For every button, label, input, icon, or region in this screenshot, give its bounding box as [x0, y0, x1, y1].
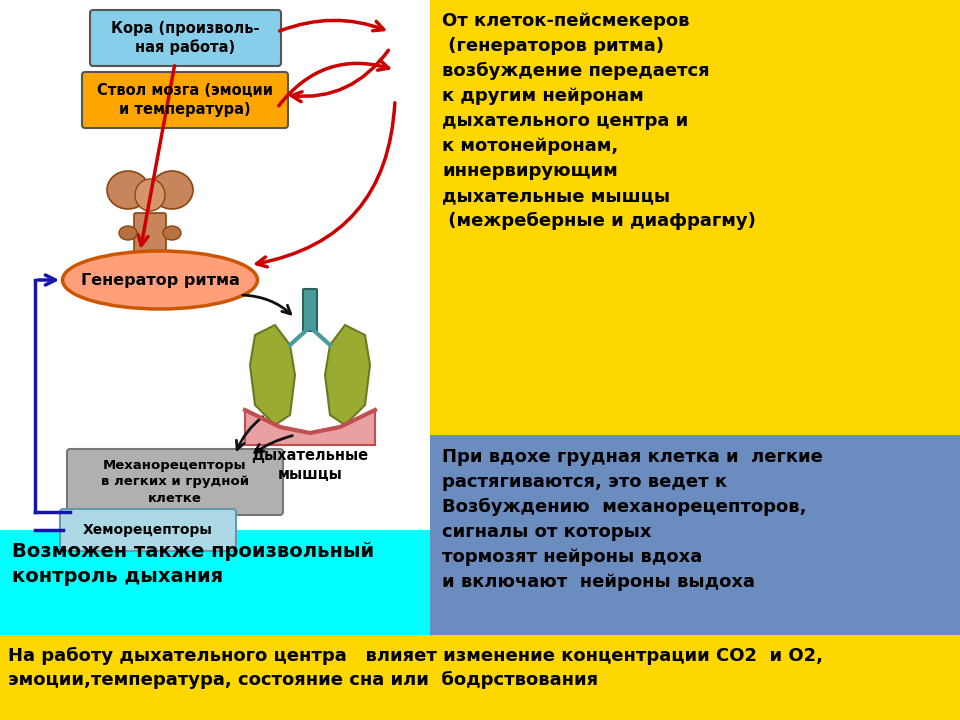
Text: Механорецепторы
в легких и грудной
клетке: Механорецепторы в легких и грудной клетк…: [101, 459, 249, 505]
FancyBboxPatch shape: [90, 10, 281, 66]
Text: Хеморецепторы: Хеморецепторы: [84, 523, 213, 537]
FancyBboxPatch shape: [82, 72, 288, 128]
Ellipse shape: [119, 226, 137, 240]
Text: Ствол мозга (эмоции
и температура): Ствол мозга (эмоции и температура): [97, 84, 273, 117]
Polygon shape: [250, 325, 295, 425]
Text: Генератор ритма: Генератор ритма: [81, 272, 239, 287]
FancyBboxPatch shape: [430, 435, 960, 635]
Ellipse shape: [62, 251, 257, 309]
Text: При вдохе грудная клетка и  легкие
растягиваются, это ведет к
Возбуждению  механ: При вдохе грудная клетка и легкие растяг…: [442, 448, 823, 591]
FancyBboxPatch shape: [134, 213, 166, 267]
Ellipse shape: [135, 179, 165, 211]
Text: На работу дыхательного центра   влияет изменение концентрации СО2  и О2,
эмоции,: На работу дыхательного центра влияет изм…: [8, 647, 823, 689]
Text: От клеток-пейсмекеров
 (генераторов ритма)
возбуждение передается
к другим нейро: От клеток-пейсмекеров (генераторов ритма…: [442, 12, 756, 230]
Ellipse shape: [107, 171, 149, 209]
FancyBboxPatch shape: [430, 0, 960, 435]
Text: Возможен также произвольный
контроль дыхания: Возможен также произвольный контроль дых…: [12, 542, 374, 586]
FancyBboxPatch shape: [0, 635, 960, 720]
FancyBboxPatch shape: [303, 289, 317, 331]
Text: Кора (произволь-
ная работа): Кора (произволь- ная работа): [110, 21, 259, 55]
Ellipse shape: [151, 171, 193, 209]
Text: Дыхательные
мышцы: Дыхательные мышцы: [252, 448, 369, 482]
FancyBboxPatch shape: [0, 530, 430, 635]
Polygon shape: [245, 410, 375, 445]
FancyBboxPatch shape: [60, 509, 236, 551]
Polygon shape: [325, 325, 370, 425]
FancyBboxPatch shape: [67, 449, 283, 515]
Ellipse shape: [163, 226, 181, 240]
